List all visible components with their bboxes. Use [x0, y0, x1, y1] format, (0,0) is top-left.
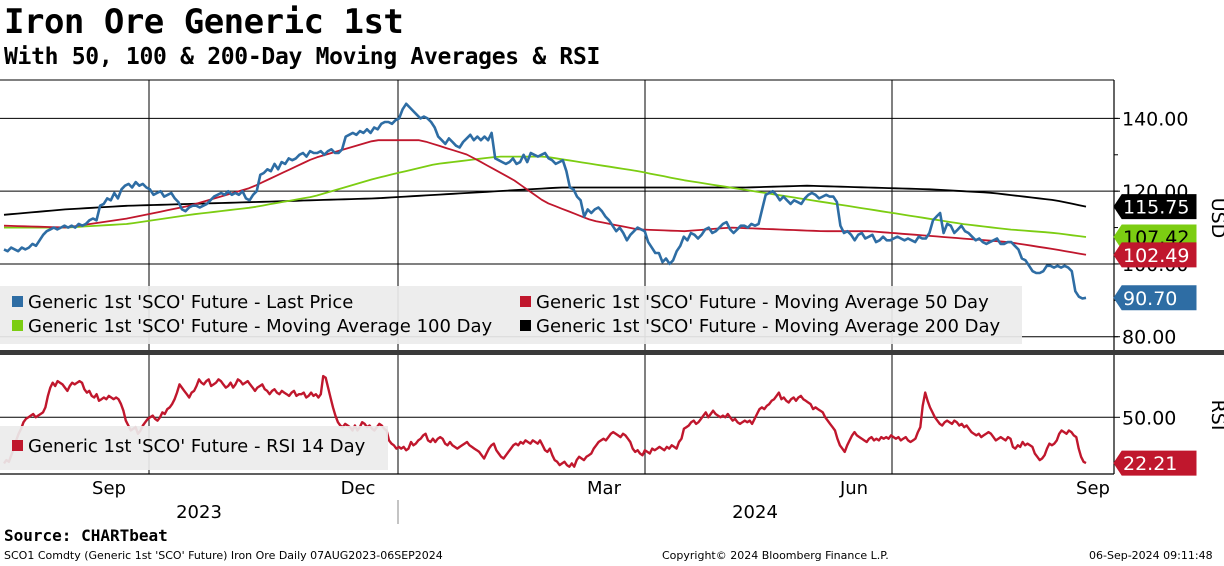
x-tick-label: Sep: [92, 478, 126, 499]
year-label: 2023: [176, 502, 222, 523]
legend-label-ma200: Generic 1st 'SCO' Future - Moving Averag…: [536, 316, 1001, 337]
tag-ma200-text: 115.75: [1123, 197, 1189, 219]
last-price-line: [3, 102, 1087, 300]
rsi-legend: Generic 1st 'SCO' Future - RSI 14 Day: [0, 426, 388, 470]
rsi-axis-title: RSI: [1207, 400, 1224, 431]
legend-swatch-last-price: [12, 296, 23, 307]
x-tick-label: Mar: [587, 478, 622, 499]
chart-subtitle: With 50, 100 & 200-Day Moving Averages &…: [4, 44, 601, 70]
timestamp: 06-Sep-2024 09:11:48: [1089, 549, 1213, 562]
legend-item-ma100[interactable]: Generic 1st 'SCO' Future - Moving Averag…: [12, 316, 492, 337]
tag-ma50-box: [1113, 242, 1197, 268]
tag-last-price: 90.70: [1113, 285, 1197, 311]
tag-last-price-text: 90.70: [1123, 288, 1177, 310]
rsi-line: [3, 374, 1087, 468]
legend-label-ma100: Generic 1st 'SCO' Future - Moving Averag…: [28, 316, 493, 337]
grid-lines: [0, 80, 1114, 474]
rsi-y-tick-label: 50.00: [1122, 407, 1176, 429]
chart-title: Iron Ore Generic 1st: [4, 2, 404, 42]
source-note: Source: CHARTbeat: [4, 526, 168, 545]
legend-label-ma50: Generic 1st 'SCO' Future - Moving Averag…: [536, 292, 989, 313]
tag-rsi-text: 22.21: [1123, 453, 1177, 475]
tag-ma50: 102.49: [1113, 242, 1197, 268]
legend-label-last-price: Generic 1st 'SCO' Future - Last Price: [28, 292, 354, 313]
tag-ma200-box: [1113, 194, 1197, 220]
legend-item-ma200[interactable]: Generic 1st 'SCO' Future - Moving Averag…: [520, 316, 1000, 337]
tag-last-price-box: [1113, 285, 1197, 311]
legend-item-rsi[interactable]: Generic 1st 'SCO' Future - RSI 14 Day: [12, 436, 365, 457]
series-layer: [3, 102, 1087, 468]
usd-axis-title: USD: [1207, 198, 1224, 239]
tag-rsi: 22.21: [1113, 450, 1197, 476]
legend-swatch-ma100: [12, 320, 23, 331]
year-label: 2024: [732, 502, 778, 523]
price-y-tick-label: 80.00: [1122, 327, 1176, 349]
tag-ma200: 115.75: [1113, 194, 1197, 220]
x-tick-label: Dec: [341, 478, 376, 499]
x-tick-label: Sep: [1076, 478, 1110, 499]
legend-item-ma50[interactable]: Generic 1st 'SCO' Future - Moving Averag…: [520, 292, 989, 313]
ma50-line: [3, 139, 1087, 256]
ma100-line: [4, 155, 1087, 238]
legend-swatch-rsi: [12, 440, 23, 451]
price-legend: Generic 1st 'SCO' Future - Last Price Ge…: [0, 286, 1022, 344]
legend-swatch-ma200: [520, 320, 531, 331]
tag-rsi-box: [1113, 450, 1197, 476]
ma200-line: [3, 184, 1087, 216]
legend-label-rsi: Generic 1st 'SCO' Future - RSI 14 Day: [28, 436, 366, 457]
panel-splitter[interactable]: [0, 350, 1224, 355]
legend-item-last-price[interactable]: Generic 1st 'SCO' Future - Last Price: [12, 292, 353, 313]
copyright-note: Copyright© 2024 Bloomberg Finance L.P.: [662, 549, 889, 562]
tag-ma50-text: 102.49: [1123, 245, 1189, 267]
price-y-tick-label: 140.00: [1122, 108, 1188, 130]
security-description: SCO1 Comdty (Generic 1st 'SCO' Future) I…: [4, 549, 443, 562]
x-tick-label: Jun: [839, 478, 868, 499]
legend-swatch-ma50: [520, 296, 531, 307]
